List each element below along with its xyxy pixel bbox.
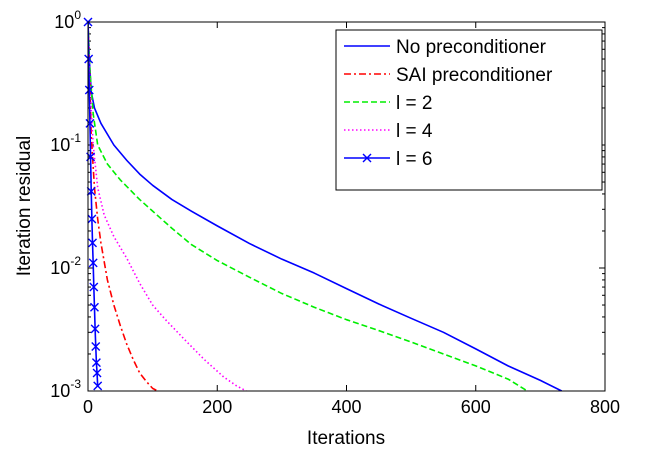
data-point-marker <box>84 54 94 64</box>
y-tick-label: 10-2 <box>50 254 81 278</box>
y-tick-label: 10-3 <box>50 377 81 401</box>
data-point-marker <box>91 342 101 352</box>
y-tick-exponent: -1 <box>70 131 81 145</box>
y-tick-exponent: 0 <box>74 8 81 22</box>
data-point-marker <box>85 118 95 128</box>
y-tick-base: 10 <box>50 135 70 155</box>
data-point-marker <box>93 381 103 391</box>
y-tick-base: 10 <box>54 12 74 32</box>
series-line-5 <box>88 22 99 386</box>
legend-label: l = 6 <box>396 149 432 170</box>
y-tick-exponent: -3 <box>70 377 81 391</box>
data-point-marker <box>92 368 102 378</box>
series-line-1 <box>88 22 563 391</box>
x-tick-label: 200 <box>202 397 232 417</box>
y-tick-exponent: -2 <box>70 254 81 268</box>
data-point-marker <box>88 258 98 268</box>
data-point-marker <box>89 302 99 312</box>
legend-label: SAI preconditioner <box>396 65 553 86</box>
y-axis-label: Iteration residual <box>14 136 35 276</box>
data-point-marker <box>91 358 101 368</box>
data-point-marker <box>84 85 94 95</box>
data-point-marker <box>86 186 96 196</box>
x-tick-label: 600 <box>461 397 491 417</box>
legend-label: l = 2 <box>396 93 432 114</box>
series-line-3 <box>88 22 528 391</box>
y-tick-label: 10-1 <box>50 131 81 155</box>
data-point-marker <box>90 324 100 334</box>
x-tick-label: 800 <box>590 397 620 417</box>
data-point-marker <box>88 238 98 248</box>
x-tick-label: 400 <box>331 397 361 417</box>
legend-box <box>335 29 603 191</box>
x-tick-label: 0 <box>83 397 93 417</box>
data-point-marker <box>89 282 99 292</box>
y-tick-label: 100 <box>54 8 81 32</box>
series-layer <box>88 22 563 391</box>
legend: No preconditioner SAI preconditioner l = 2… <box>335 29 603 191</box>
y-tick-base: 10 <box>50 381 70 401</box>
data-point-marker <box>87 214 97 224</box>
legend-label: No preconditioner <box>396 37 547 58</box>
x-axis-label: Iterations <box>307 428 385 449</box>
y-tick-base: 10 <box>50 258 70 278</box>
legend-label: l = 4 <box>396 121 433 142</box>
plot-frame <box>87 21 606 392</box>
legend-marker <box>362 153 372 163</box>
series-line-4 <box>88 22 247 391</box>
series-line-2 <box>88 22 159 391</box>
